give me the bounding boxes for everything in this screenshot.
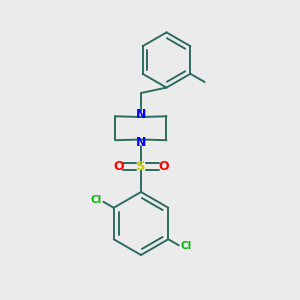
Text: Cl: Cl	[91, 195, 102, 205]
Text: Cl: Cl	[180, 241, 191, 251]
Text: S: S	[136, 160, 146, 173]
Text: N: N	[136, 107, 146, 121]
Text: O: O	[158, 160, 169, 173]
Text: O: O	[113, 160, 124, 173]
Text: N: N	[136, 136, 146, 149]
